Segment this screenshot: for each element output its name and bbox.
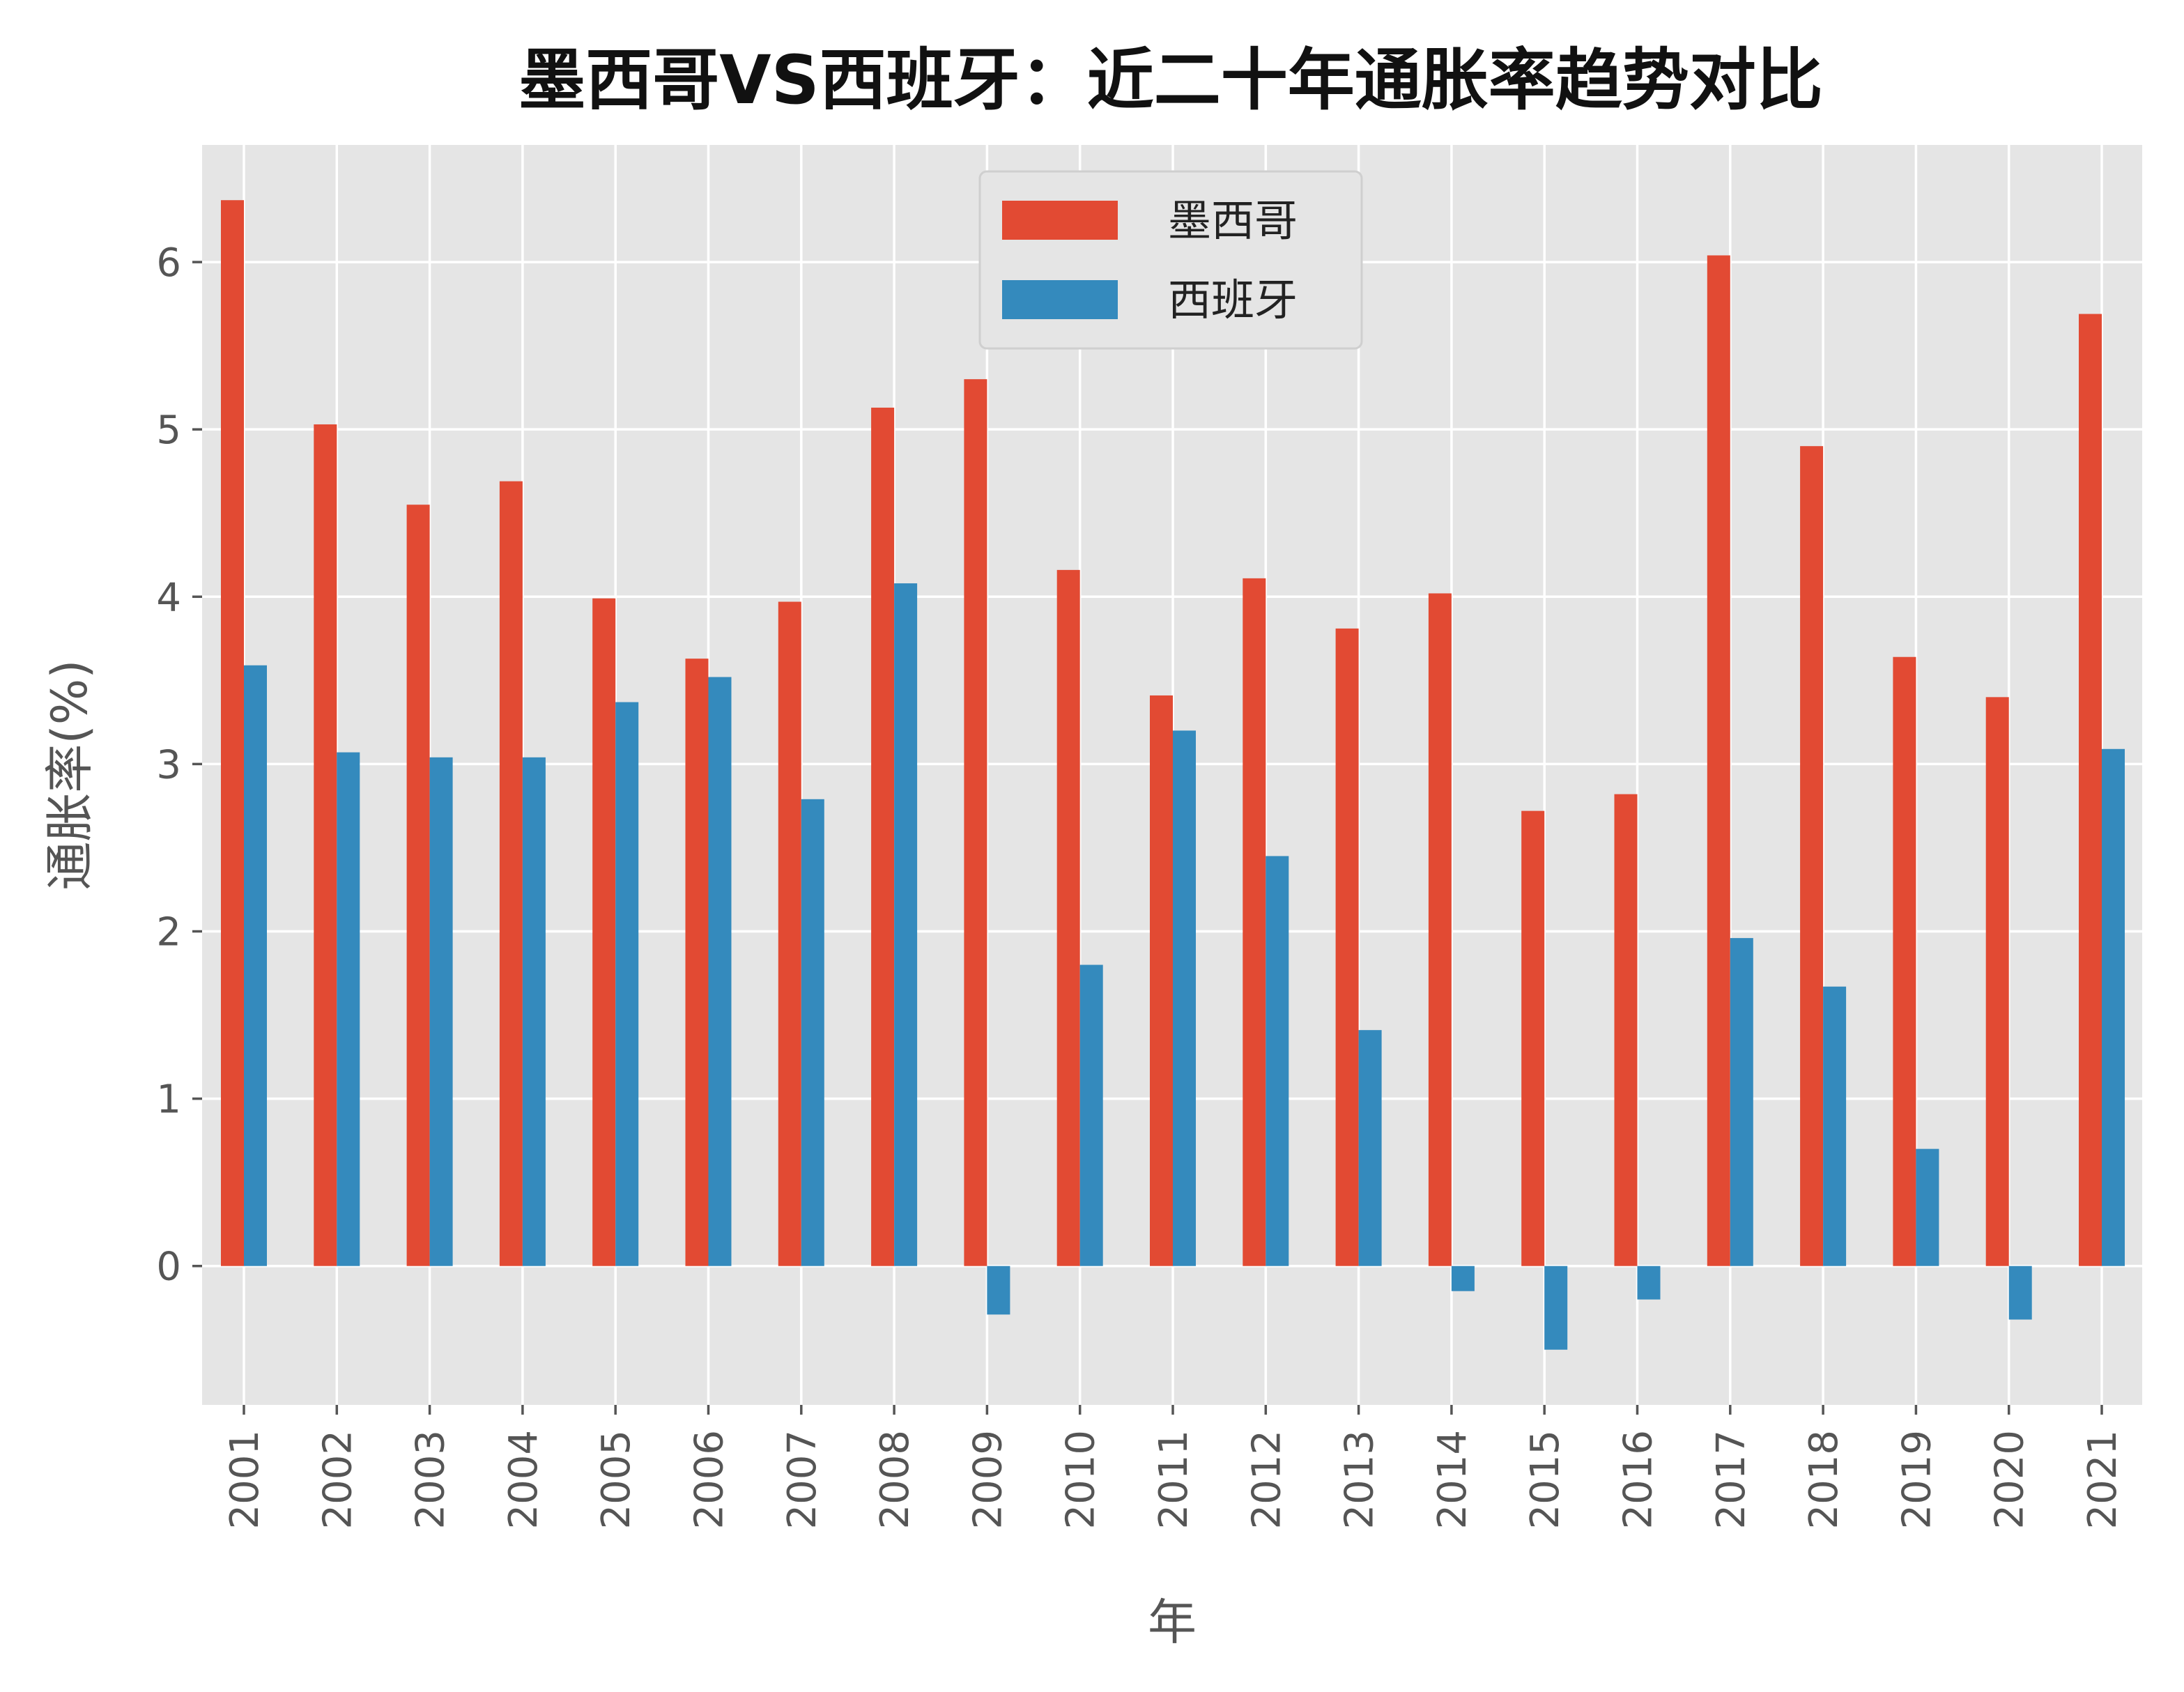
bar-spain-2020 xyxy=(2008,1266,2032,1320)
y-tick-label: 4 xyxy=(156,575,181,620)
y-tick-label: 5 xyxy=(156,408,181,453)
bar-mexico-2002 xyxy=(314,424,337,1266)
x-tick-label: 2002 xyxy=(315,1430,360,1530)
bar-mexico-2004 xyxy=(499,481,523,1266)
x-tick-label: 2019 xyxy=(1894,1430,1939,1530)
bar-spain-2001 xyxy=(244,665,267,1266)
bar-spain-2012 xyxy=(1266,856,1289,1266)
bar-mexico-2018 xyxy=(1800,446,1824,1266)
legend-label-spain: 西班牙 xyxy=(1168,275,1298,325)
x-tick-label: 2016 xyxy=(1616,1430,1661,1530)
bar-mexico-2006 xyxy=(685,659,709,1266)
bar-spain-2011 xyxy=(1173,730,1196,1266)
bar-mexico-2017 xyxy=(1707,255,1730,1266)
x-tick-label: 2015 xyxy=(1523,1430,1568,1530)
bar-mexico-2019 xyxy=(1893,656,1916,1266)
x-tick-label: 2012 xyxy=(1244,1430,1289,1530)
bar-mexico-2021 xyxy=(2079,314,2102,1266)
x-axis-label: 年 xyxy=(1148,1594,1197,1651)
bar-spain-2002 xyxy=(337,752,360,1266)
bar-mexico-2020 xyxy=(1985,697,2009,1266)
bar-spain-2013 xyxy=(1358,1030,1382,1266)
legend-swatch-spain xyxy=(1002,280,1118,319)
x-tick-label: 2008 xyxy=(872,1430,918,1530)
legend-swatch-mexico xyxy=(1002,201,1118,240)
y-tick-label: 1 xyxy=(156,1077,181,1123)
bar-spain-2003 xyxy=(429,757,453,1266)
x-tick-label: 2005 xyxy=(594,1430,639,1530)
x-tick-label: 2006 xyxy=(687,1430,732,1530)
legend-label-mexico: 墨西哥 xyxy=(1168,195,1298,246)
bar-mexico-2016 xyxy=(1614,794,1638,1266)
bar-spain-2009 xyxy=(987,1266,1010,1315)
bar-spain-2008 xyxy=(894,583,918,1266)
bar-mexico-2013 xyxy=(1335,628,1359,1266)
bar-mexico-2008 xyxy=(871,407,895,1266)
bar-mexico-2015 xyxy=(1521,810,1545,1266)
chart-title: 墨西哥VS西班牙：近二十年通胀率趋势对比 xyxy=(518,41,1822,119)
x-tick-label: 2020 xyxy=(1987,1430,2033,1530)
x-tick-label: 2018 xyxy=(1801,1430,1847,1530)
x-tick-label: 2003 xyxy=(408,1430,454,1530)
x-tick-label: 2017 xyxy=(1709,1430,1754,1530)
bar-spain-2019 xyxy=(1916,1148,1939,1266)
bar-spain-2004 xyxy=(522,757,546,1266)
bar-mexico-2014 xyxy=(1428,593,1452,1266)
bar-mexico-2010 xyxy=(1056,569,1080,1266)
y-tick-label: 0 xyxy=(156,1245,181,1290)
bars xyxy=(221,200,2125,1350)
legend: 墨西哥 西班牙 xyxy=(978,170,1363,350)
bar-spain-2021 xyxy=(2102,748,2125,1266)
x-tick-label: 2010 xyxy=(1059,1430,1104,1530)
ticks: 0 1 2 3 4 5 6 2001 2002 2003 2004 2005 2006 2007 2008 2… xyxy=(156,240,2125,1529)
x-tick-label: 2009 xyxy=(965,1430,1010,1530)
x-tick-label: 2001 xyxy=(222,1430,268,1530)
bar-spain-2007 xyxy=(801,799,824,1266)
bar-spain-2015 xyxy=(1544,1266,1568,1350)
bar-spain-2005 xyxy=(615,702,639,1266)
bar-mexico-2005 xyxy=(592,598,616,1266)
x-tick-label: 2004 xyxy=(501,1430,546,1530)
y-tick-label: 2 xyxy=(156,909,181,955)
bar-spain-2010 xyxy=(1079,964,1103,1266)
x-tick-label: 2013 xyxy=(1337,1430,1383,1530)
bar-spain-2017 xyxy=(1730,938,1753,1266)
bar-spain-2018 xyxy=(1823,986,1847,1266)
bar-mexico-2009 xyxy=(964,379,987,1266)
y-tick-label: 3 xyxy=(156,742,181,787)
bar-mexico-2007 xyxy=(778,601,801,1266)
bar-spain-2006 xyxy=(708,677,732,1266)
bar-mexico-2012 xyxy=(1243,578,1266,1266)
x-tick-label: 2021 xyxy=(2080,1430,2125,1530)
bar-mexico-2001 xyxy=(221,200,244,1266)
x-tick-label: 2014 xyxy=(1430,1430,1475,1530)
bar-mexico-2011 xyxy=(1150,695,1173,1266)
x-tick-label: 2011 xyxy=(1151,1430,1197,1530)
y-axis-label: 通胀率(%) xyxy=(41,659,98,890)
bar-mexico-2003 xyxy=(406,505,430,1266)
bar-spain-2016 xyxy=(1637,1266,1661,1300)
y-tick-label: 6 xyxy=(156,240,181,286)
x-tick-label: 2007 xyxy=(780,1430,825,1530)
bar-spain-2014 xyxy=(1451,1266,1475,1291)
